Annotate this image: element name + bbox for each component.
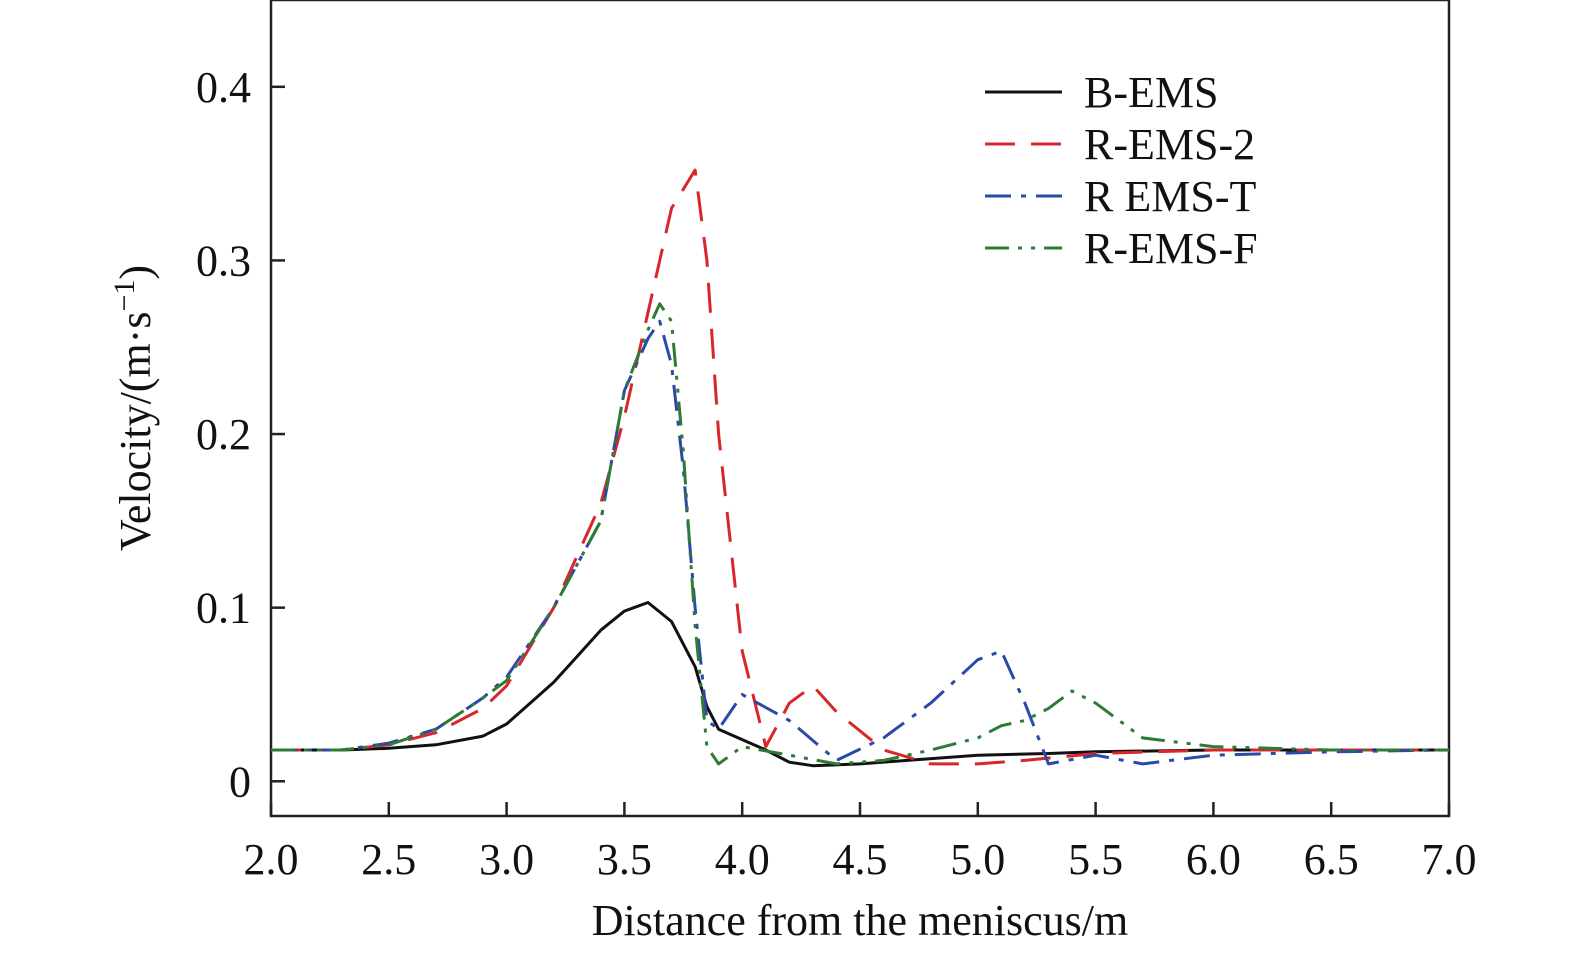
legend-label: R-EMS-2 [1084,120,1255,169]
y-tick-label: 0.3 [196,236,251,285]
y-axis-label: Velocity/(m·s−1) [108,265,160,551]
y-axis-label-main: Velocity/(m·s [111,312,160,552]
y-axis-label-superscript: −1 [108,280,141,312]
x-tick-label: 5.5 [1068,835,1123,884]
x-tick-label: 2.0 [244,835,299,884]
plot-frame [269,0,1451,818]
x-tick-label: 5.0 [950,835,1005,884]
legend-label: R-EMS-F [1084,224,1258,273]
series-group [271,168,1450,768]
x-tick-label: 6.5 [1304,835,1359,884]
series-line-4 [271,302,1449,766]
y-tick-label: 0 [229,757,251,806]
x-tick-label: 3.0 [479,835,534,884]
y-axis: 0 0.1 0.2 0.3 0.4 [196,63,285,806]
series-line-2 [271,168,1449,766]
x-tick-label: 4.0 [715,835,770,884]
x-tick-label: 6.0 [1186,835,1241,884]
legend-label: B-EMS [1084,68,1218,117]
legend-label: R EMS-T [1084,172,1256,221]
y-tick-label: 0.4 [196,63,251,112]
series-line-1 [271,601,1449,768]
x-tick-label: 7.0 [1422,835,1477,884]
y-tick-label: 0.1 [196,584,251,633]
y-tick-label: 0.2 [196,410,251,459]
y-axis-label-close: ) [111,265,160,280]
x-axis-label: Distance from the meniscus/m [592,896,1128,945]
x-tick-label: 2.5 [361,835,416,884]
x-axis: 2.0 2.5 3.0 3.5 4.0 4.5 5.0 5.5 6.0 6.5 7.0 [244,802,1477,884]
x-tick-label: 4.5 [833,835,888,884]
series-line-3 [271,319,1450,766]
x-tick-label: 3.5 [597,835,652,884]
